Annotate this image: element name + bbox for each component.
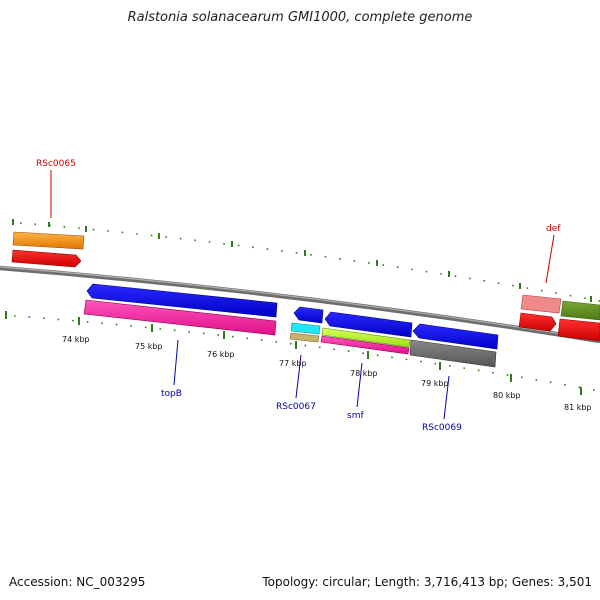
kbp-scale: 74 kbp 75 kbp 76 kbp 77 kbp 78 kbp 79 kb… [62, 335, 592, 412]
gene-def-pink[interactable] [520, 294, 562, 314]
gene-topb-arrow[interactable] [86, 283, 278, 318]
gene-def-arrow[interactable] [518, 312, 557, 332]
map-title: Ralstonia solanacearum GMI1000, complete… [127, 10, 473, 25]
genome-backbone-highlight [0, 266, 600, 341]
gene-rsc0067-tan[interactable] [289, 332, 320, 343]
gene-rsc0069-arrow[interactable] [412, 323, 499, 350]
gene-rsc0067-arrow[interactable] [293, 306, 324, 324]
genome-backbone [0, 265, 600, 344]
gene-label-rsc0065[interactable]: RSc0065 [36, 159, 76, 169]
accession-text: Accession: NC_003295 [9, 575, 146, 589]
scale-label: 79 kbp [421, 379, 449, 388]
gene-rsc0065-orange[interactable] [12, 231, 85, 250]
inner-tick-arc [5, 311, 582, 395]
label-leaders [50, 170, 555, 420]
gene-label-topb[interactable]: topB [161, 389, 182, 399]
scale-label: 80 kbp [493, 391, 521, 400]
gene-label-rsc0067[interactable]: RSc0067 [276, 402, 316, 412]
gene-label-smf[interactable]: smf [347, 411, 364, 421]
gene-label-rsc0069[interactable]: RSc0069 [422, 423, 462, 433]
gene-smf-pink[interactable] [320, 335, 410, 355]
scale-label: 77 kbp [279, 359, 307, 368]
gene-right-green[interactable] [560, 300, 600, 321]
gene-rsc0069-gray[interactable] [409, 339, 497, 368]
genome-summary-text: Topology: circular; Length: 3,716,413 bp… [262, 575, 592, 589]
gene-label-def[interactable]: def [546, 224, 561, 234]
outer-tick-arc [12, 219, 592, 302]
gene-smf-lime[interactable] [321, 327, 411, 348]
gene-rsc0067-cyan[interactable] [290, 322, 321, 335]
scale-label: 74 kbp [62, 335, 90, 344]
gene-rsc0065-arrow[interactable] [11, 249, 82, 268]
scale-label: 78 kbp [350, 369, 378, 378]
scale-label: 81 kbp [564, 403, 592, 412]
gene-smf-arrow[interactable] [324, 311, 413, 338]
scale-label: 75 kbp [135, 342, 163, 351]
gene-topb-pink[interactable] [83, 299, 277, 336]
gene-right-red[interactable] [557, 318, 600, 342]
scale-label: 76 kbp [207, 350, 235, 359]
